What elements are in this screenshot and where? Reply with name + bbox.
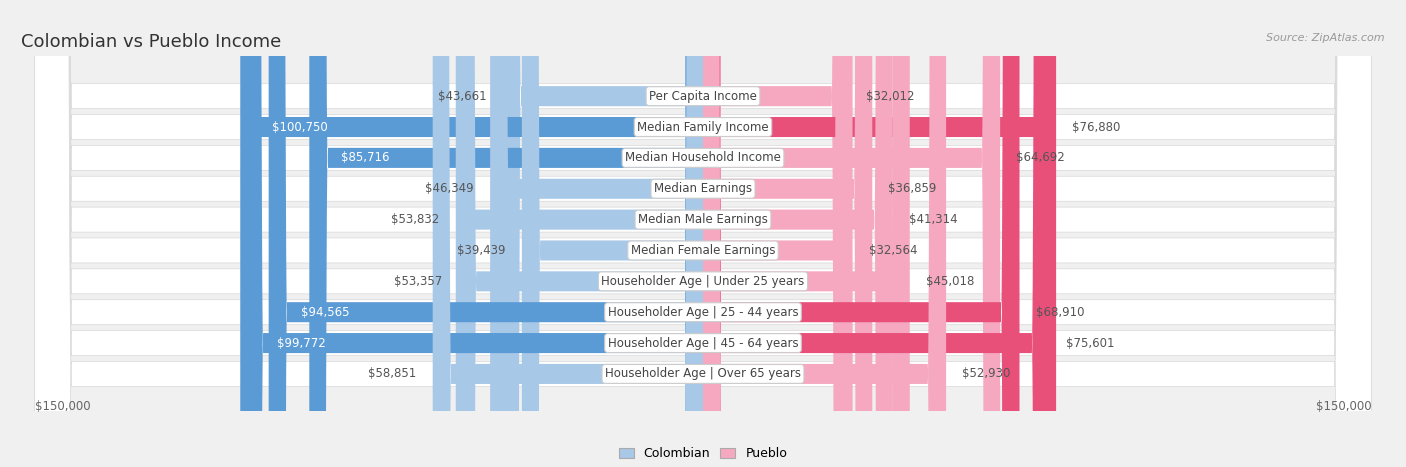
Text: $41,314: $41,314 [908,213,957,226]
Text: Median Male Earnings: Median Male Earnings [638,213,768,226]
Text: $36,859: $36,859 [889,182,936,195]
Text: $58,851: $58,851 [368,368,416,381]
FancyBboxPatch shape [456,0,703,467]
Text: $150,000: $150,000 [1316,400,1371,413]
FancyBboxPatch shape [433,0,703,467]
Text: $150,000: $150,000 [35,400,90,413]
FancyBboxPatch shape [245,0,703,467]
FancyBboxPatch shape [491,0,703,467]
FancyBboxPatch shape [703,0,852,467]
Text: $43,661: $43,661 [437,90,486,103]
FancyBboxPatch shape [240,0,703,467]
FancyBboxPatch shape [35,0,1371,467]
FancyBboxPatch shape [309,0,703,467]
Text: $53,357: $53,357 [394,275,441,288]
FancyBboxPatch shape [35,0,1371,467]
Text: Householder Age | 45 - 64 years: Householder Age | 45 - 64 years [607,337,799,350]
Text: Median Female Earnings: Median Female Earnings [631,244,775,257]
Text: Source: ZipAtlas.com: Source: ZipAtlas.com [1267,33,1385,42]
Text: $53,832: $53,832 [391,213,440,226]
FancyBboxPatch shape [269,0,703,467]
Text: $94,565: $94,565 [301,306,349,318]
FancyBboxPatch shape [35,0,1371,467]
Text: $75,601: $75,601 [1066,337,1115,350]
Text: Median Family Income: Median Family Income [637,120,769,134]
FancyBboxPatch shape [458,0,703,467]
Text: Colombian vs Pueblo Income: Colombian vs Pueblo Income [21,33,281,51]
FancyBboxPatch shape [35,0,1371,467]
FancyBboxPatch shape [35,0,1371,467]
Text: $46,349: $46,349 [426,182,474,195]
Text: $39,439: $39,439 [457,244,506,257]
Text: $76,880: $76,880 [1073,120,1121,134]
FancyBboxPatch shape [522,0,703,467]
Text: $64,692: $64,692 [1017,151,1064,164]
FancyBboxPatch shape [703,0,1056,467]
Text: Median Household Income: Median Household Income [626,151,780,164]
Text: Householder Age | 25 - 44 years: Householder Age | 25 - 44 years [607,306,799,318]
FancyBboxPatch shape [703,0,910,467]
Text: $85,716: $85,716 [342,151,389,164]
FancyBboxPatch shape [35,0,1371,467]
FancyBboxPatch shape [703,0,851,467]
Text: Householder Age | Over 65 years: Householder Age | Over 65 years [605,368,801,381]
FancyBboxPatch shape [35,0,1371,467]
FancyBboxPatch shape [502,0,703,467]
FancyBboxPatch shape [703,0,893,467]
FancyBboxPatch shape [703,0,1000,467]
Text: Median Earnings: Median Earnings [654,182,752,195]
Text: $99,772: $99,772 [277,337,326,350]
Legend: Colombian, Pueblo: Colombian, Pueblo [614,442,792,465]
Text: $45,018: $45,018 [925,275,974,288]
FancyBboxPatch shape [703,0,946,467]
Text: $100,750: $100,750 [273,120,328,134]
Text: Per Capita Income: Per Capita Income [650,90,756,103]
Text: $32,012: $32,012 [866,90,915,103]
FancyBboxPatch shape [703,0,1019,467]
FancyBboxPatch shape [703,0,1050,467]
FancyBboxPatch shape [703,0,872,467]
Text: $68,910: $68,910 [1036,306,1084,318]
Text: Householder Age | Under 25 years: Householder Age | Under 25 years [602,275,804,288]
Text: $52,930: $52,930 [962,368,1011,381]
Text: $32,564: $32,564 [869,244,917,257]
FancyBboxPatch shape [35,0,1371,467]
FancyBboxPatch shape [35,0,1371,467]
FancyBboxPatch shape [35,0,1371,467]
